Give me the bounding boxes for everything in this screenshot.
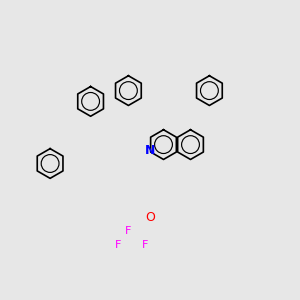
Text: F: F (141, 239, 148, 250)
Text: O: O (145, 211, 155, 224)
Text: F: F (114, 239, 121, 250)
Text: N: N (145, 143, 155, 157)
Text: F: F (125, 226, 132, 236)
